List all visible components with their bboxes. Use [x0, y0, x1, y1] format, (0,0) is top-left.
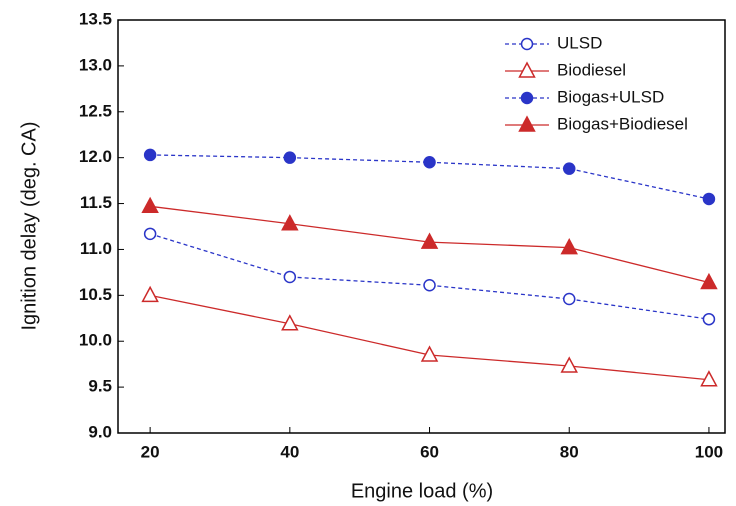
x-tick-label: 20 [141, 442, 160, 461]
data-point [562, 292, 576, 306]
y-tick-label: 10.0 [79, 331, 112, 350]
legend-marker [520, 37, 534, 51]
data-point [143, 148, 157, 162]
data-point [702, 192, 716, 206]
data-point [562, 162, 576, 175]
legend-marker [520, 91, 534, 105]
data-point [283, 151, 297, 164]
y-tick-label: 10.5 [79, 285, 112, 304]
y-axis-label: Ignition delay (deg. CA) [18, 121, 40, 330]
series-line [150, 154, 710, 200]
legend-marker [518, 115, 536, 132]
y-tick-label: 11.0 [80, 239, 112, 258]
y-tick-label: 13.0 [79, 55, 112, 74]
data-point [702, 312, 716, 326]
data-point [283, 270, 297, 284]
legend-label: Biogas+ULSD [557, 87, 664, 106]
y-tick-label: 13.5 [79, 9, 112, 28]
legend-label: Biodiesel [557, 60, 626, 79]
data-point [420, 345, 439, 362]
legend-label: Biogas+Biodiesel [557, 114, 688, 133]
legend-marker [518, 61, 536, 78]
x-tick-label: 100 [695, 442, 723, 461]
y-tick-label: 9.0 [88, 422, 112, 441]
y-tick-label: 12.5 [79, 101, 112, 120]
data-point [141, 196, 159, 214]
data-point [420, 232, 439, 249]
data-point [560, 356, 578, 373]
data-point [143, 227, 157, 241]
x-tick-label: 80 [560, 442, 579, 461]
x-axis-label: Engine load (%) [351, 480, 493, 502]
data-point [423, 156, 436, 169]
series-line [150, 294, 709, 381]
data-point [560, 238, 578, 255]
data-point [281, 214, 299, 231]
data-point [700, 370, 718, 387]
data-point [423, 278, 436, 292]
x-tick-label: 60 [420, 442, 439, 461]
x-tick-label: 40 [280, 442, 299, 461]
data-point [281, 314, 299, 331]
data-point [141, 285, 159, 303]
data-point [700, 272, 718, 290]
y-tick-label: 12.0 [79, 147, 112, 166]
y-tick-label: 11.5 [80, 193, 112, 212]
legend-label: ULSD [557, 33, 602, 52]
plot-frame [117, 19, 726, 434]
y-tick-label: 9.5 [88, 377, 112, 396]
